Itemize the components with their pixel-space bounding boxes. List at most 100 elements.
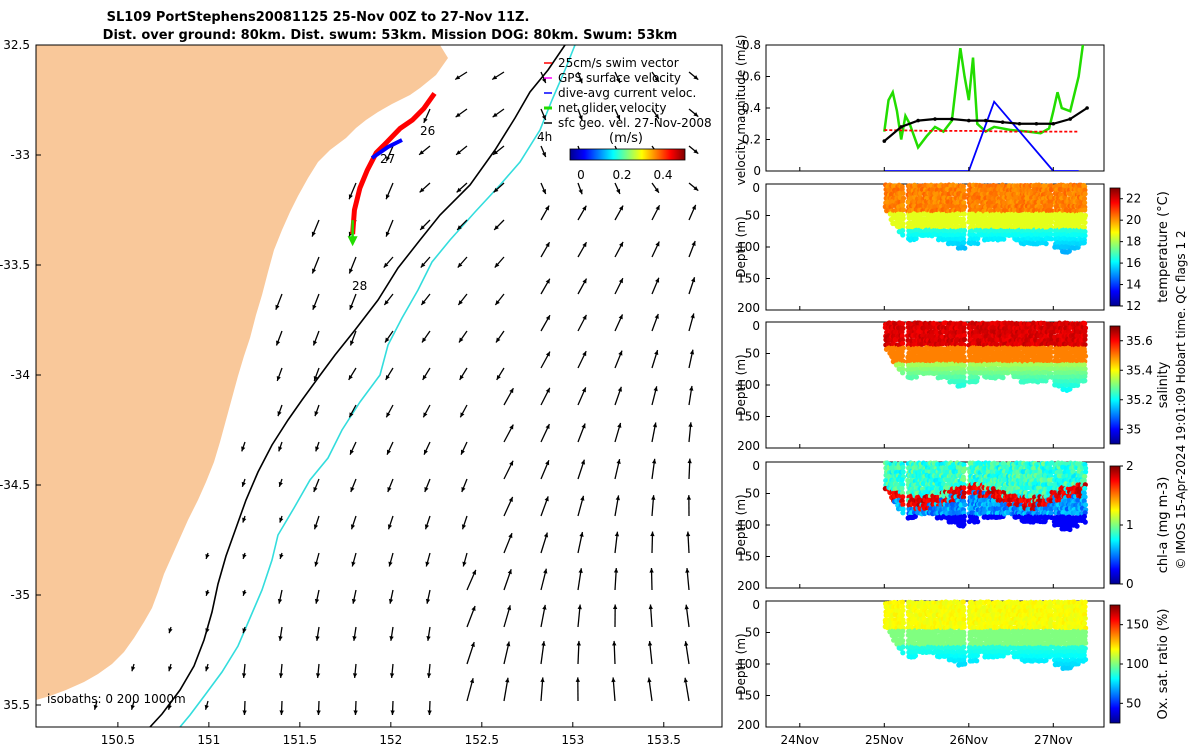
velocity-arrowhead [204,704,209,710]
velocity-arrowhead [506,641,511,647]
velocity-arrowhead [279,517,284,523]
profile-point [1082,215,1088,221]
velocity-series-dive-avg [884,99,1079,171]
velocity-arrowhead [508,533,513,539]
velocity-arrowhead [655,205,660,211]
cbar-tick-label: 1 [1126,518,1134,532]
velocity-arrowhead [509,388,514,394]
velocity-arrowhead [425,598,431,604]
velocity-arrowhead [578,568,583,574]
velocity-arrowhead [581,387,586,393]
velocity-arrowhead [543,568,548,574]
cbar-tick-label: 12 [1126,299,1141,313]
profile-point [1082,332,1088,339]
y-tick-label: 200 [737,439,760,453]
cbar-tick-label: 35 [1126,422,1141,436]
y-tick-label: 200 [737,579,760,593]
profile-point [1048,227,1054,233]
profile-point [1081,196,1088,202]
velocity-point-geo [1051,121,1056,126]
x-tick-label: 151.5 [283,733,317,747]
velocity-arrowhead [315,636,320,641]
velocity-arrowhead [311,231,316,237]
velocity-arrowhead [456,187,462,193]
profile-point [961,227,968,234]
velocity-arrowhead [278,481,283,487]
y-tick-label: 0.2 [742,133,761,147]
velocity-arrowhead [456,150,461,155]
velocity-arrowhead [349,304,354,310]
velocity-arrowhead [578,115,583,121]
profile-point [961,325,967,331]
velocity-arrowhead [461,449,465,455]
profile-point [1083,469,1089,475]
velocity-arrowhead [423,117,428,123]
profile-point [1082,200,1088,206]
velocity-arrowhead [507,569,512,575]
profile-scatter [882,460,1089,533]
velocity-arrowhead [350,487,355,492]
velocity-arrowhead [582,351,587,357]
velocity-arrowhead [314,598,320,604]
velocity-arrowhead [458,300,463,306]
cbar-tick-label: 2 [1126,459,1134,473]
marker-label: 4h [537,130,552,144]
velocity-arrowhead [312,304,317,310]
cbar-label: chl-a (mg m-3) [1156,477,1171,574]
velocity-arrowhead [279,710,284,715]
velocity-arrowhead [242,590,247,596]
velocity-arrowhead [388,561,393,567]
velocity-point-geo [899,125,903,129]
velocity-arrowhead [618,278,623,284]
profile-point [899,333,905,339]
profile-point [1048,236,1054,242]
profile-point [899,485,905,492]
profile-point [1082,349,1088,355]
velocity-arrowhead [684,641,689,646]
velocity-arrowhead [275,304,280,310]
velocity-arrowhead [348,374,353,380]
velocity-arrowhead [654,187,659,193]
profile-point [1043,241,1049,247]
velocity-frame [765,44,1105,172]
velocity-arrowhead [654,113,659,119]
velocity-arrowhead [575,677,581,682]
velocity-arrowhead [353,710,358,715]
cbar-tick-label: 20 [1126,213,1141,227]
velocity-arrowhead [313,487,318,492]
velocity-arrowhead [616,114,621,120]
velocity-arrowhead [313,524,319,530]
velocity-arrowhead [469,678,475,684]
profile-point [961,223,967,230]
velocity-arrowhead [582,278,587,284]
profile-point [899,329,905,335]
profile-point [899,477,905,483]
velocity-arrowhead [205,666,210,672]
profile-point [1082,320,1088,327]
velocity-arrowhead [647,677,652,683]
velocity-arrowhead [278,673,284,678]
velocity-arrowhead [616,459,621,465]
velocity-arrowhead [496,337,501,343]
x-tick-label: 153 [561,733,584,747]
profile-colorbar [1109,465,1121,585]
y-tick-label: 32.5 [3,38,30,52]
profile-point [1048,219,1055,225]
velocity-arrowhead [385,194,390,200]
velocity-arrowhead [541,189,546,195]
profile-point [962,321,968,327]
velocity-series-net [883,45,1085,150]
profile-point [1082,219,1088,226]
velocity-arrowhead [578,78,583,84]
velocity-arrowhead [650,531,655,537]
velocity-arrowhead [459,337,464,343]
velocity-arrowhead [691,241,696,247]
profile-point [1048,231,1054,237]
velocity-arrowhead [506,605,512,611]
profile-point [1082,366,1088,372]
velocity-arrowhead [581,423,586,429]
velocity-arrowhead [350,340,355,346]
velocity-arrowhead [348,194,353,200]
velocity-point-geo [882,139,887,143]
profile-point [960,216,967,222]
